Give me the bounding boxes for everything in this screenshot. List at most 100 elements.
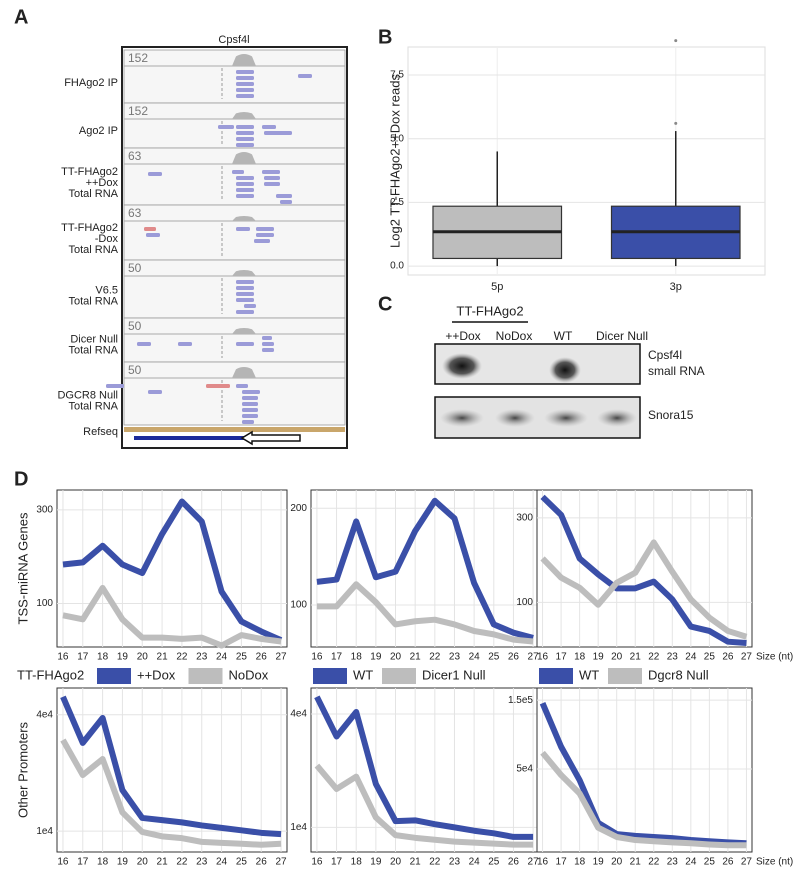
x-tick-label: 27	[528, 857, 540, 868]
y-tick-label: 5.0	[390, 133, 404, 144]
x-tick-label: 19	[117, 652, 129, 663]
track-bg	[123, 147, 346, 206]
refseq-label: Refseq	[83, 426, 118, 438]
read	[236, 88, 254, 92]
legend-swatch	[313, 668, 347, 684]
x-tick-label: 20	[611, 652, 623, 663]
read	[236, 310, 254, 314]
track-label: Total RNA	[68, 188, 118, 200]
x-tick-label: 26	[508, 857, 520, 868]
read	[244, 304, 256, 308]
x-tick-label: 23	[667, 857, 679, 868]
lane-label: NoDox	[496, 329, 533, 343]
track-label: TT-FHAgo2	[61, 166, 118, 178]
x-tick-label: 24	[685, 857, 697, 868]
legend-swatch	[97, 668, 131, 684]
track-label: Total RNA	[68, 244, 118, 256]
x-tick-label: 23	[449, 652, 461, 663]
y-tick-label: 300	[516, 513, 533, 524]
outlier	[674, 39, 678, 43]
x-tick-label: 26	[722, 857, 734, 868]
x-tick-label: 18	[574, 652, 586, 663]
read	[236, 227, 250, 231]
track-label: -Dox	[95, 233, 119, 245]
read	[262, 125, 276, 129]
x-tick-label: 20	[390, 857, 402, 868]
legend-label: Dgcr8 Null	[648, 667, 709, 682]
read	[242, 402, 258, 406]
coverage	[232, 216, 256, 221]
x-tick-label: 18	[351, 857, 363, 868]
plot-bg	[56, 687, 288, 853]
x-tick-label: 21	[410, 857, 422, 868]
x-tick-label: 19	[370, 652, 382, 663]
y-axis-label: Other Promoters	[15, 721, 30, 818]
legend-swatch	[608, 668, 642, 684]
read	[146, 233, 160, 237]
read	[236, 194, 254, 198]
read	[236, 131, 254, 135]
x-tick-label: 19	[593, 652, 605, 663]
read	[236, 94, 254, 98]
x-tick-label: 25	[704, 857, 716, 868]
read	[148, 390, 162, 394]
x-tick-label: 26	[722, 652, 734, 663]
y-tick-label: 5e4	[516, 764, 533, 775]
legend-label: ++Dox	[137, 667, 176, 682]
x-tick-label: 23	[449, 857, 461, 868]
y-tick-label: 0.0	[390, 261, 404, 272]
legend-title: TT-FHAgo2	[17, 667, 84, 682]
series-line	[316, 581, 534, 645]
track-label: TT-FHAgo2	[61, 222, 118, 234]
read	[280, 200, 292, 204]
x-tick-label: 21	[630, 652, 642, 663]
x-tick-label: 22	[648, 857, 660, 868]
read	[236, 137, 254, 141]
x-tick-label: 22	[176, 857, 188, 868]
read	[106, 384, 124, 388]
x-tick-label: 23	[196, 857, 208, 868]
read	[236, 384, 248, 388]
track-label: Total RNA	[68, 295, 118, 307]
legend-label: WT	[579, 667, 599, 682]
read	[262, 170, 280, 174]
x-tick-label: 19	[593, 857, 605, 868]
panel-label: A	[14, 6, 28, 28]
x-tick-label: 18	[97, 857, 109, 868]
x-tick-label: 16	[57, 857, 69, 868]
track-scale: 63	[128, 206, 142, 220]
track-scale: 152	[128, 104, 148, 118]
read	[137, 342, 151, 346]
x-axis-label: Size (nt)	[756, 857, 793, 868]
x-tick-label: 21	[410, 652, 422, 663]
x-tick-label: 20	[137, 652, 149, 663]
read	[236, 182, 254, 186]
track-label: Total RNA	[68, 345, 118, 357]
x-tick-label: 20	[390, 652, 402, 663]
read	[298, 74, 312, 78]
x-tick-label: 17	[331, 857, 343, 868]
legend-label: WT	[353, 667, 373, 682]
read	[242, 396, 258, 400]
series-line	[539, 702, 747, 847]
x-tick-label: 21	[630, 857, 642, 868]
legend-swatch	[188, 668, 223, 684]
series-line	[62, 498, 283, 643]
read	[262, 342, 274, 346]
read	[262, 336, 272, 340]
coverage	[232, 270, 256, 276]
track-bg	[123, 317, 346, 363]
x-tick-label: 5p	[491, 281, 503, 293]
read	[148, 172, 162, 176]
read	[264, 176, 280, 180]
track-scale: 63	[128, 149, 142, 163]
y-tick-label: 2.5	[390, 197, 404, 208]
y-tick-label: 1.5e5	[508, 695, 533, 706]
x-tick-label: 27	[528, 652, 540, 663]
read	[236, 286, 254, 290]
read	[264, 131, 292, 135]
read	[236, 76, 254, 80]
gel-band	[440, 409, 484, 427]
track-scale: 50	[128, 261, 142, 275]
y-tick-label: 100	[36, 598, 53, 609]
